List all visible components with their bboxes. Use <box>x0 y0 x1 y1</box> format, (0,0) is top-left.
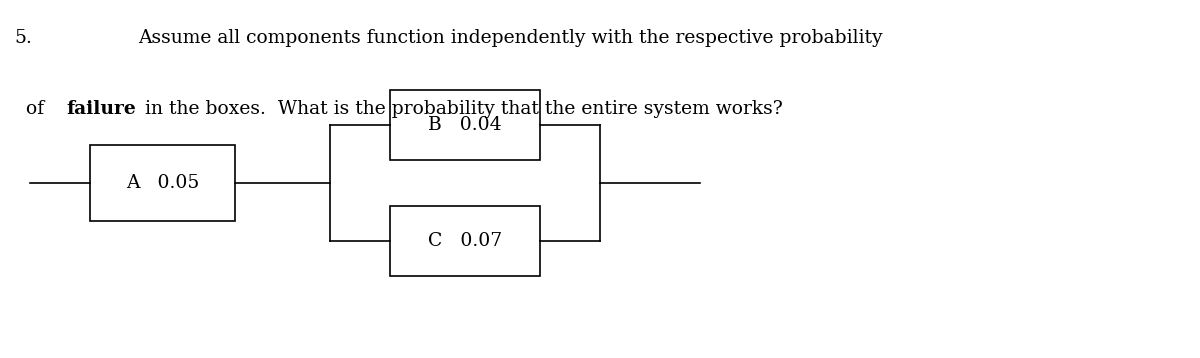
Bar <box>390 206 540 276</box>
Text: B   0.04: B 0.04 <box>428 116 502 134</box>
Bar <box>390 90 540 160</box>
Text: C   0.07: C 0.07 <box>428 232 502 250</box>
Text: of: of <box>26 100 50 118</box>
Text: in the boxes.  What is the probability that the entire system works?: in the boxes. What is the probability th… <box>139 100 782 118</box>
Text: Assume all components function independently with the respective probability: Assume all components function independe… <box>138 29 883 47</box>
Text: A   0.05: A 0.05 <box>126 174 199 192</box>
Bar <box>90 145 235 221</box>
Text: failure: failure <box>66 100 136 118</box>
Text: 5.: 5. <box>14 29 32 47</box>
